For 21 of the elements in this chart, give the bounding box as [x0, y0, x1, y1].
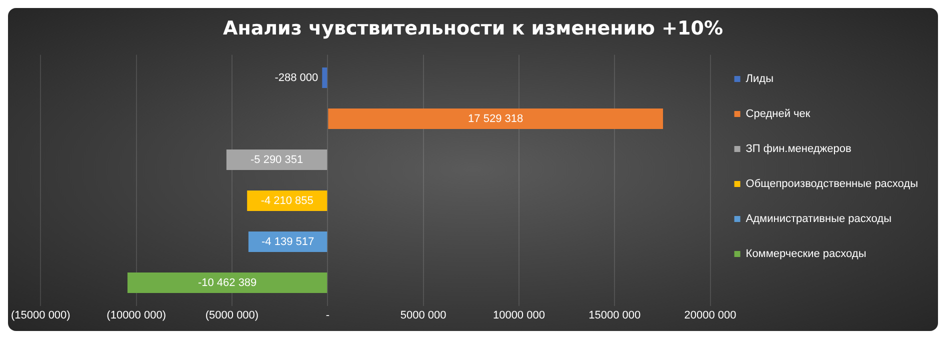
x-tick-label: 10000 000	[492, 309, 545, 322]
x-tick-label: 5000 000	[400, 309, 446, 322]
x-tick-label: 20000 000	[684, 309, 736, 322]
chart-title: Анализ чувствительности к изменению +10%	[222, 17, 724, 40]
legend-label: Административные расходы	[746, 213, 892, 226]
data-label: -4 210 855	[260, 194, 314, 207]
data-label: -5 290 351	[250, 154, 304, 166]
x-tick-label: (10000 000)	[106, 309, 166, 322]
data-label: -4 139 517	[261, 236, 314, 248]
x-tick-label: -	[326, 309, 330, 322]
legend-label: ЗП фин.менеджеров	[746, 143, 852, 156]
legend-label: Лиды	[746, 73, 774, 86]
legend-label: Средней чек	[746, 108, 810, 120]
x-tick-label: (15000 000)	[11, 309, 70, 322]
data-label: 17 529 318	[468, 112, 524, 125]
x-tick-label: (5000 000)	[205, 309, 259, 322]
data-label: -10 462 389	[198, 276, 257, 289]
legend-label: Общепроизводственные расходы	[746, 178, 918, 190]
x-tick-label: 15000 000	[588, 309, 641, 322]
data-label: -288 000	[274, 72, 318, 84]
legend-label: Коммерческие расходы	[746, 248, 866, 260]
